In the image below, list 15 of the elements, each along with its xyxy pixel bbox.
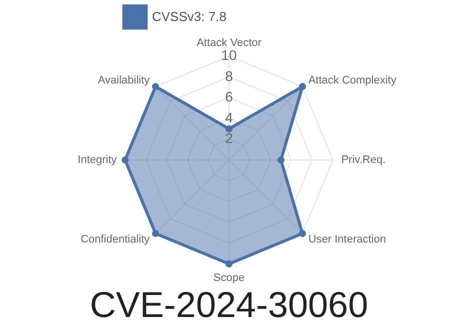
y-tick-label: 6 (225, 88, 234, 105)
spoke-label: Integrity (78, 154, 118, 166)
spoke-label: Attack Vector (196, 36, 262, 49)
spoke-label: Availability (98, 74, 150, 87)
text: CVE-2024-30060 (90, 284, 368, 326)
y-tick-label: 4 (225, 109, 234, 126)
y-tick-label: 10 (221, 47, 237, 64)
spoke-label: Scope (213, 272, 245, 284)
y-tick-label: 2 (225, 130, 234, 146)
spoke-label: Attack Complexity (308, 74, 397, 87)
spoke-label: Confidentiality (80, 233, 150, 246)
legend-label: CVSSv3: 7.8 (152, 9, 226, 24)
spoke-label: User Interaction (308, 233, 386, 246)
y-tick-label: 8 (225, 68, 234, 84)
spoke-label: Priv.Req. (341, 154, 386, 166)
